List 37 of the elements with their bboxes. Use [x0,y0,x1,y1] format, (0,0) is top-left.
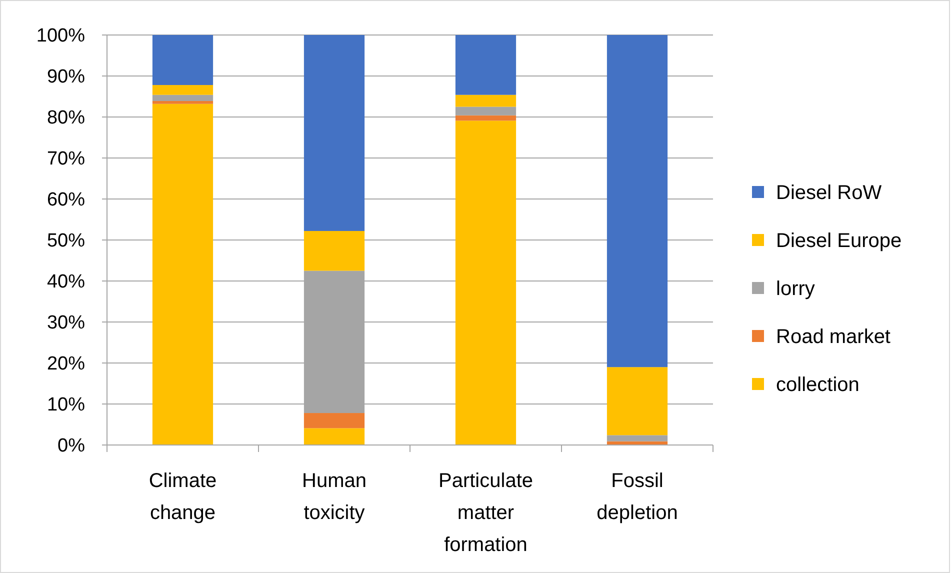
bar [606,35,668,368]
y-tick-label: 60% [46,190,86,211]
legend-label: lorry [776,278,815,300]
y-tick-label: 100% [36,26,86,47]
legend-label: Road market [776,326,891,348]
x-tick-label: Climate change [148,470,217,524]
y-tick-label: 70% [46,148,86,170]
bar [606,367,668,436]
y-tick-label: 80% [46,108,86,129]
y-tick-label: 10% [46,394,86,416]
bar [152,35,214,86]
bar [455,115,516,121]
x-tick-label: Fossil depletion [596,470,678,524]
bar [152,104,214,445]
bar [152,94,214,102]
bar [606,435,668,442]
legend-label: Diesel Europe [776,230,902,252]
y-tick-label: 30% [46,312,86,334]
bar [152,85,214,95]
x-tick-label: Particulate matter formation [438,470,533,556]
bar [455,120,516,445]
y-tick-label: 0% [58,436,86,457]
bar [304,35,365,231]
y-tick-label: 20% [46,354,86,375]
y-tick-label: 50% [46,230,86,252]
bar [455,106,516,116]
bar [304,413,365,428]
bar [455,94,516,107]
bar [455,35,516,95]
x-tick-label: Human toxicity [302,470,366,524]
legend-label: collection [776,374,860,396]
bar [152,101,214,104]
legend-label: Diesel RoW [776,182,882,204]
y-tick-label: 90% [46,66,86,88]
bar [304,428,365,445]
y-tick-label: 40% [46,272,86,293]
bar [304,230,365,271]
